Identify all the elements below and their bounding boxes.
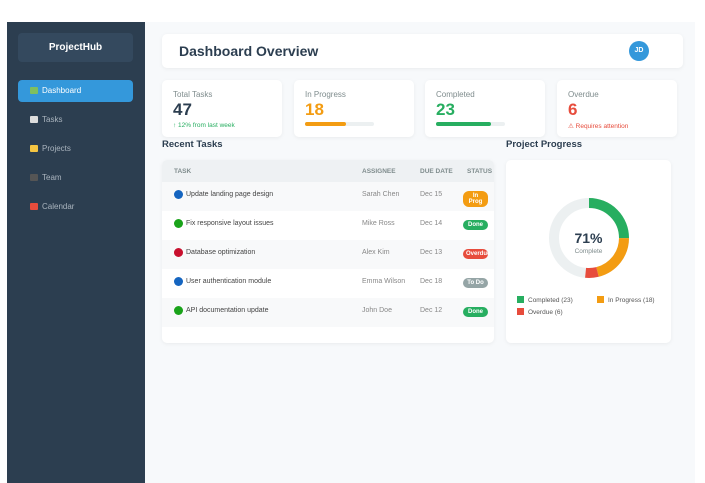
stat-card-total-tasks: Total Tasks 47 ↑ 12% from last week: [162, 80, 282, 137]
stat-label: In Progress: [305, 90, 346, 99]
stat-value: 6: [568, 100, 578, 119]
status-dot-icon: [174, 277, 183, 286]
status-dot-icon: [174, 306, 183, 315]
folder-icon: [30, 145, 38, 152]
stat-card-completed: Completed 23: [425, 80, 545, 137]
due-date: Dec 14: [420, 220, 443, 227]
table-row[interactable]: API documentation update John Doe Dec 12…: [162, 298, 494, 327]
stat-subtext: ↑ 12% from last week: [173, 122, 235, 129]
task-name: Update landing page design: [186, 191, 274, 198]
col-due-date[interactable]: DUE DATE: [420, 168, 453, 175]
donut-caption: Complete: [574, 248, 603, 255]
assignee: Alex Kim: [362, 249, 390, 256]
due-date: Dec 13: [420, 249, 443, 256]
stat-card-in-progress: In Progress 18: [294, 80, 414, 137]
col-task[interactable]: TASK: [174, 168, 192, 175]
sidebar-item-team[interactable]: Team: [18, 167, 133, 189]
due-date: Dec 12: [420, 307, 443, 314]
table-header: TASK ASSIGNEE DUE DATE STATUS: [162, 160, 494, 182]
status-dot-icon: [174, 248, 183, 257]
sidebar: ProjectHub Dashboard Tasks Projects Team Cal…: [7, 22, 145, 483]
calendar-icon: [30, 203, 38, 210]
stat-label: Completed: [436, 90, 475, 99]
task-name: Database optimization: [186, 249, 256, 256]
main-content: Dashboard Overview JD Total Tasks 47 ↑ 12%…: [145, 22, 695, 483]
stat-card-overdue: Overdue 6 ⚠ Requires attention: [557, 80, 677, 137]
clipboard-icon: [30, 116, 38, 123]
table-row[interactable]: Update landing page design Sarah Chen De…: [162, 182, 494, 211]
legend-completed: Completed (23): [517, 296, 573, 304]
legend-overdue: Overdue (6): [517, 308, 563, 316]
stat-label: Total Tasks: [173, 90, 213, 99]
legend-in-progress: In Progress (18): [597, 296, 655, 304]
status-badge: In Prog: [463, 191, 488, 207]
donut-percent: 71%: [574, 230, 603, 246]
sidebar-item-calendar[interactable]: Calendar: [18, 196, 133, 218]
table-row[interactable]: Database optimization Alex Kim Dec 13 Ov…: [162, 240, 494, 269]
sidebar-item-projects[interactable]: Projects: [18, 138, 133, 160]
status-dot-icon: [174, 219, 183, 228]
task-name: User authentication module: [186, 278, 272, 285]
progress-card: 71% Complete Completed (23) In Progress …: [506, 160, 671, 343]
assignee: Mike Ross: [362, 220, 395, 227]
people-icon: [30, 174, 38, 181]
header: Dashboard Overview JD: [162, 34, 683, 68]
sidebar-item-tasks[interactable]: Tasks: [18, 109, 133, 131]
assignee: Emma Wilson: [362, 278, 406, 285]
assignee: John Doe: [362, 307, 392, 314]
status-badge: Overdue: [463, 249, 490, 259]
donut-segment-0: [549, 198, 629, 278]
due-date: Dec 18: [420, 278, 443, 285]
stat-value: 18: [305, 100, 324, 119]
progress-bar: [305, 122, 374, 126]
donut-segment-2: [549, 198, 629, 278]
sidebar-item-dashboard[interactable]: Dashboard: [18, 80, 133, 102]
project-progress-title: Project Progress: [506, 139, 583, 150]
status-dot-icon: [174, 190, 183, 199]
stat-label: Overdue: [568, 90, 599, 99]
table-row[interactable]: User authentication module Emma Wilson D…: [162, 269, 494, 298]
status-badge: Done: [463, 220, 488, 230]
progress-fill: [305, 122, 347, 126]
donut-chart: [549, 198, 629, 278]
stat-value: 23: [436, 100, 455, 119]
status-badge: Done: [463, 307, 488, 317]
progress-fill: [436, 122, 492, 126]
avatar[interactable]: JD: [629, 41, 649, 61]
col-status[interactable]: STATUS: [467, 168, 493, 175]
bar-chart-icon: [30, 87, 38, 94]
task-name: API documentation update: [186, 307, 269, 314]
due-date: Dec 15: [420, 191, 443, 198]
stat-value: 47: [173, 100, 192, 119]
task-name: Fix responsive layout issues: [186, 220, 274, 227]
logo: ProjectHub: [18, 33, 133, 62]
table-row[interactable]: Fix responsive layout issues Mike Ross D…: [162, 211, 494, 240]
col-assignee[interactable]: ASSIGNEE: [362, 168, 396, 175]
tasks-table: TASK ASSIGNEE DUE DATE STATUS Update lan…: [162, 160, 494, 343]
recent-tasks-title: Recent Tasks: [162, 139, 223, 150]
assignee: Sarah Chen: [362, 191, 400, 198]
stat-subtext: ⚠ Requires attention: [568, 123, 629, 130]
progress-bar: [436, 122, 505, 126]
status-badge: To Do: [463, 278, 488, 288]
page-title: Dashboard Overview: [179, 43, 319, 59]
